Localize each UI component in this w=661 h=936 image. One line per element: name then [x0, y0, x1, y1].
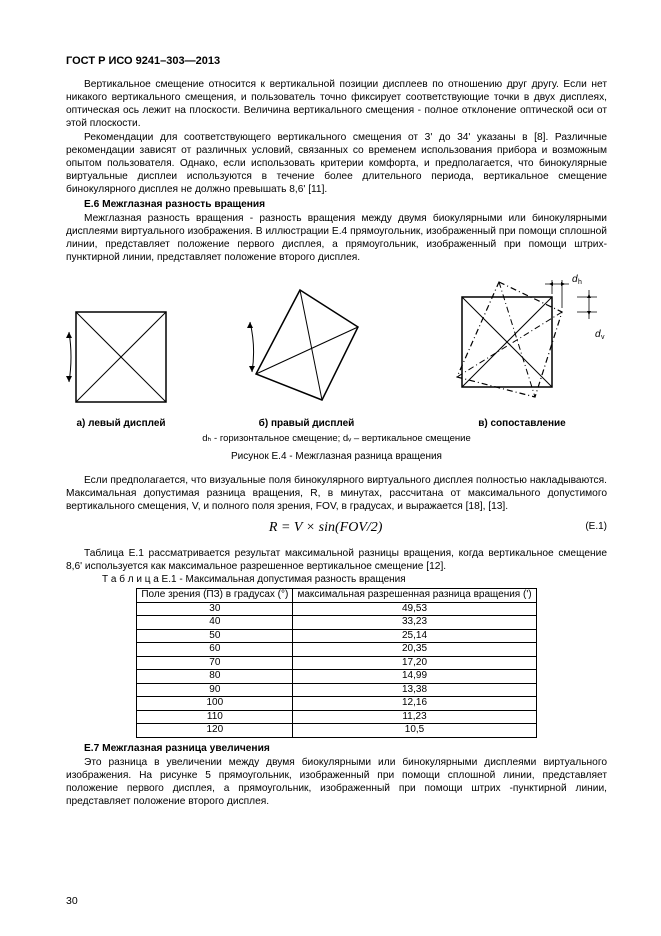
table-cell: 30	[137, 602, 293, 616]
right-display-icon	[242, 282, 372, 412]
figure-b: б) правый дисплей	[242, 282, 372, 431]
document-header: ГОСТ Р ИСО 9241–303—2013	[66, 54, 607, 68]
page: ГОСТ Р ИСО 9241–303—2013 Вертикальное см…	[0, 0, 661, 936]
table-cell: 10,5	[293, 724, 536, 738]
equation: R = V × sin(FOV/2)	[66, 519, 585, 537]
table-title: Т а б л и ц а Е.1 - Максимальная допусти…	[66, 574, 607, 587]
equation-row: R = V × sin(FOV/2) (Е.1)	[66, 519, 607, 537]
section-e7-title: Е.7 Межглазная разница увеличения	[84, 743, 270, 754]
equation-number: (Е.1)	[585, 521, 607, 534]
table-cell: 40	[137, 616, 293, 630]
table-cell: 14,99	[293, 670, 536, 684]
table-row: 10012,16	[137, 697, 536, 711]
table-row: 12010,5	[137, 724, 536, 738]
table-col2-header: максимальная разрешенная разница вращени…	[293, 589, 536, 603]
table-cell: 90	[137, 683, 293, 697]
table-cell: 49,53	[293, 602, 536, 616]
table-cell: 17,20	[293, 656, 536, 670]
table-cell: 11,23	[293, 710, 536, 724]
table-cell: 20,35	[293, 643, 536, 657]
table-cell: 120	[137, 724, 293, 738]
table-cell: 33,23	[293, 616, 536, 630]
table-row: 3049,53	[137, 602, 536, 616]
paragraph-4: Таблица Е.1 рассматривается результат ма…	[66, 547, 607, 573]
table-col1-header: Поле зрения (ПЗ) в градусах (°)	[137, 589, 293, 603]
overlap-icon: dh dv	[437, 272, 607, 412]
table-row: 11011,23	[137, 710, 536, 724]
figure-c: dh dv в) сопоставление	[437, 272, 607, 431]
table-cell: 110	[137, 710, 293, 724]
table-row: 6020,35	[137, 643, 536, 657]
table-row: 7017,20	[137, 656, 536, 670]
svg-text:h: h	[578, 279, 582, 286]
figure-a-caption: а) левый дисплей	[66, 418, 176, 431]
rotation-table: Поле зрения (ПЗ) в градусах (°) максимал…	[136, 588, 536, 738]
svg-text:v: v	[601, 334, 605, 341]
table-cell: 12,16	[293, 697, 536, 711]
section-e7: Е.7 Межглазная разница увеличения	[66, 742, 607, 755]
figure-row: а) левый дисплей б) правый дисплей	[66, 272, 607, 431]
figure-a: а) левый дисплей	[66, 302, 176, 431]
table-cell: 80	[137, 670, 293, 684]
figure-subcaption: dₕ - горизонтальное смещение; dᵥ – верти…	[66, 433, 607, 445]
table-body: 3049,534033,235025,146020,357017,208014,…	[137, 602, 536, 737]
table-row: 5025,14	[137, 629, 536, 643]
section-e6-title: Е.6 Межглазная разность вращения	[84, 199, 265, 210]
paragraph-2: Рекомендации для соответствующего вертик…	[66, 131, 607, 196]
left-display-icon	[66, 302, 176, 412]
table-cell: 70	[137, 656, 293, 670]
table-row: 4033,23	[137, 616, 536, 630]
table-cell: 100	[137, 697, 293, 711]
table-row: 9013,38	[137, 683, 536, 697]
section-e7-body: Это разница в увеличении между двумя био…	[66, 756, 607, 808]
figure-c-caption: в) сопоставление	[437, 418, 607, 431]
table-row: 8014,99	[137, 670, 536, 684]
figure-b-caption: б) правый дисплей	[242, 418, 372, 431]
figure-title: Рисунок Е.4 - Межглазная разница вращени…	[66, 451, 607, 464]
page-number: 30	[66, 895, 78, 908]
table-cell: 13,38	[293, 683, 536, 697]
section-e6: Е.6 Межглазная разность вращения	[66, 198, 607, 211]
table-cell: 60	[137, 643, 293, 657]
section-e6-body: Межглазная разность вращения - разность …	[66, 212, 607, 264]
paragraph-3: Если предполагается, что визуальные поля…	[66, 474, 607, 513]
table-cell: 50	[137, 629, 293, 643]
paragraph-1: Вертикальное смещение относится к вертик…	[66, 78, 607, 130]
table-cell: 25,14	[293, 629, 536, 643]
